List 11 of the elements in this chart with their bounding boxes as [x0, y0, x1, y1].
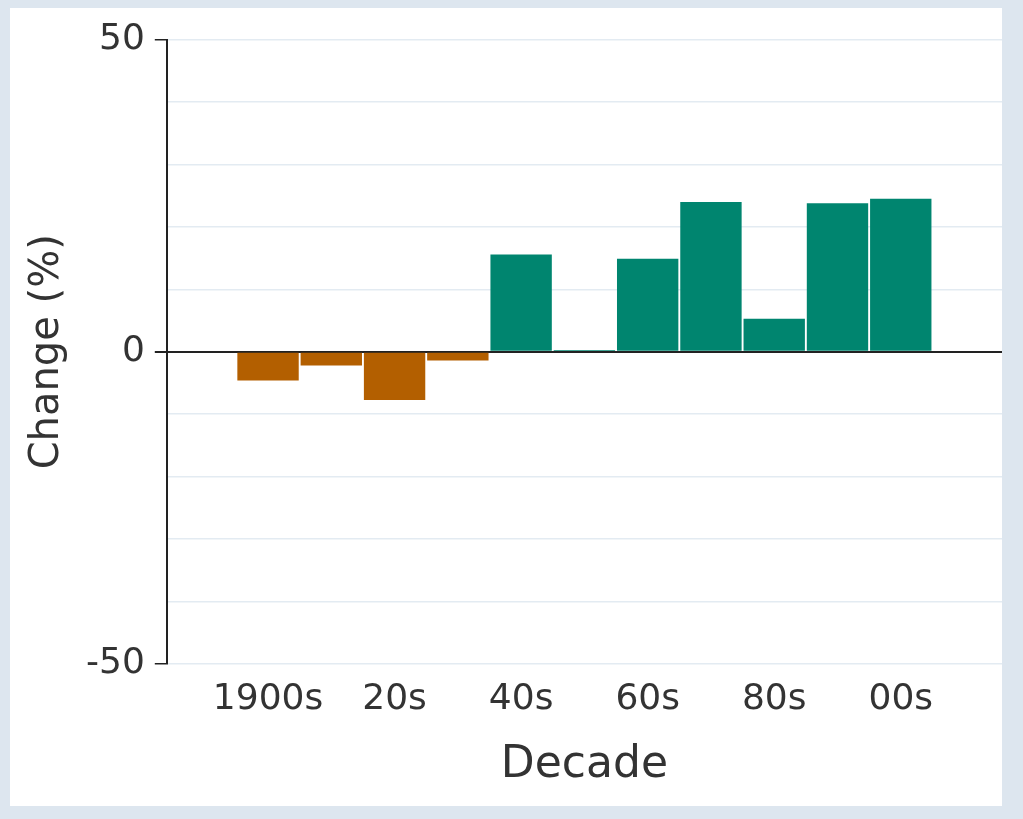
x-tick-label: 00s: [868, 675, 934, 717]
x-tick-label: 60s: [615, 675, 680, 717]
y-tick-label: -50: [85, 640, 145, 682]
y-axis-title: Change (%): [21, 234, 68, 470]
x-tick-label: 20s: [362, 675, 427, 717]
x-axis-title: Decade: [500, 736, 668, 788]
y-tick-label: 0: [121, 328, 145, 370]
y-tick-label: 50: [98, 15, 145, 57]
x-tick-label: 40s: [488, 675, 554, 717]
x-tick-label: 80s: [741, 675, 807, 717]
x-tick-label: 1900s: [212, 675, 324, 717]
